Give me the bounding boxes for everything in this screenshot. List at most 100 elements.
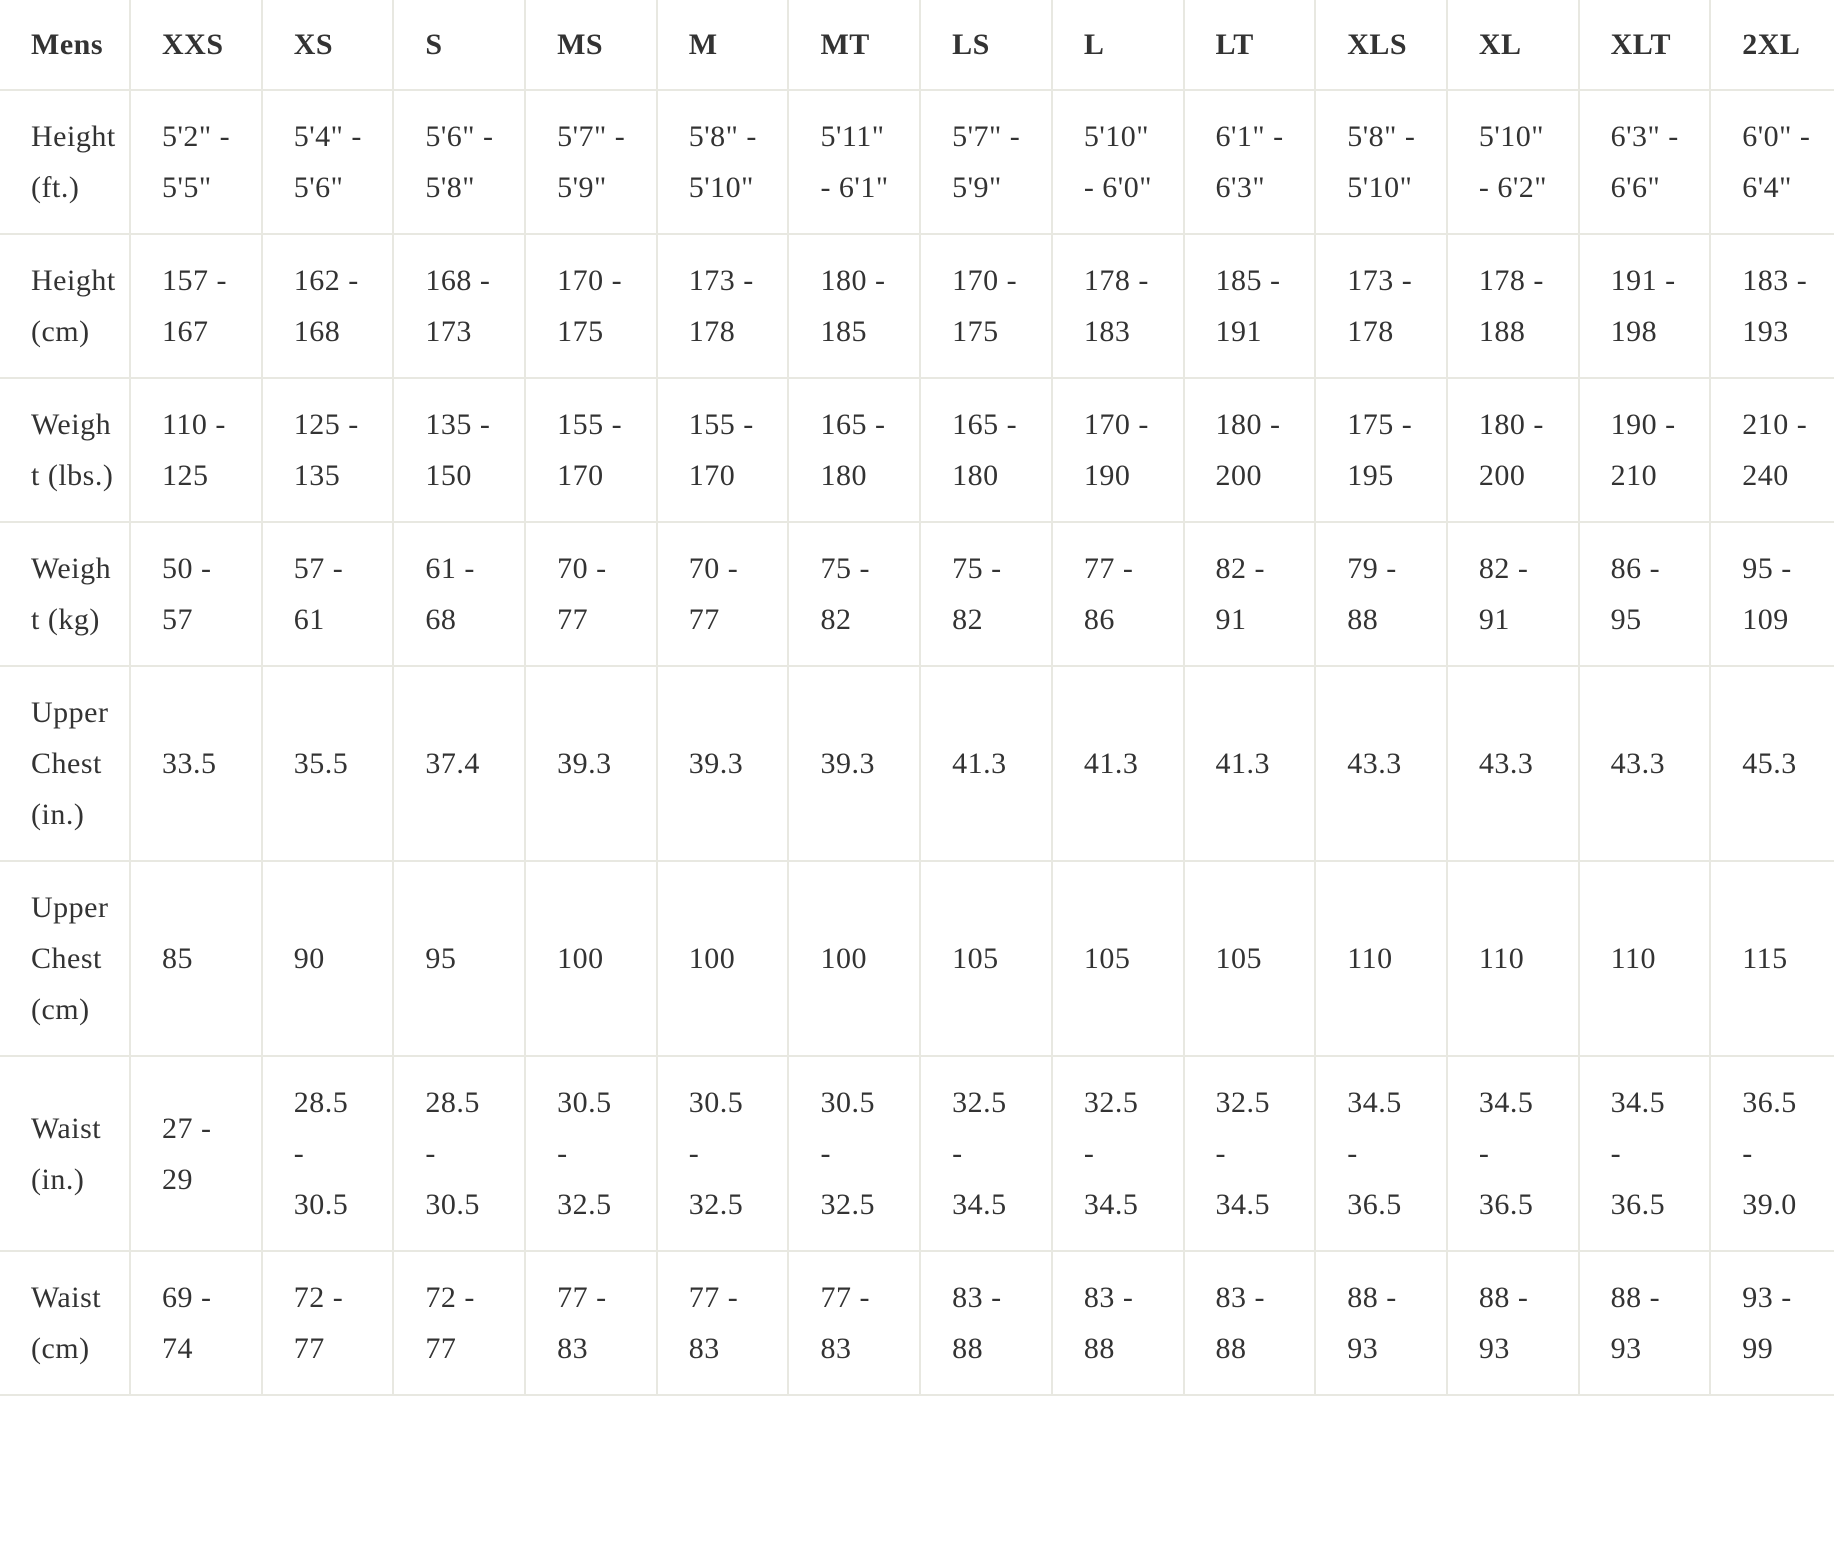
table-cell: 34.5 - 36.5 bbox=[1577, 1055, 1712, 1252]
table-cell: 88 - 93 bbox=[1577, 1250, 1712, 1396]
table-cell: 5'7" - 5'9" bbox=[524, 89, 658, 235]
table-cell: 105 bbox=[1050, 860, 1185, 1057]
size-header: XLT bbox=[1577, 0, 1712, 91]
table-cell: 77 - 83 bbox=[787, 1250, 922, 1396]
table-cell: 93 - 99 bbox=[1709, 1250, 1834, 1396]
table-cell: 39.3 bbox=[787, 665, 922, 862]
table-cell: 32.5 - 34.5 bbox=[1050, 1055, 1185, 1252]
table-cell: 5'4" - 5'6" bbox=[260, 89, 395, 235]
table-cell: 79 - 88 bbox=[1314, 521, 1448, 667]
table-cell: 70 - 77 bbox=[655, 521, 790, 667]
table-cell: 28.5 - 30.5 bbox=[260, 1055, 395, 1252]
table-cell: 105 bbox=[1182, 860, 1317, 1057]
table-row: Waist (in.) 27 - 29 28.5 - 30.5 28.5 - 30.5… bbox=[0, 1055, 1834, 1252]
table-cell: 30.5 - 32.5 bbox=[524, 1055, 658, 1252]
table-cell: 43.3 bbox=[1577, 665, 1712, 862]
table-cell: 72 - 77 bbox=[260, 1250, 395, 1396]
size-header: MT bbox=[787, 0, 922, 91]
table-row: Height (ft.) 5'2" - 5'5" 5'4" - 5'6" 5'6" -… bbox=[0, 89, 1834, 235]
table-row: Height (cm) 157 - 167 162 - 168 168 - 173 17… bbox=[0, 233, 1834, 379]
table-cell: 110 - 125 bbox=[129, 377, 263, 523]
size-chart-table: Mens XXS XS S MS M MT LS L LT XLS XL XLT 2XL Height (f… bbox=[0, 0, 1834, 1396]
table-cell: 178 - 188 bbox=[1445, 233, 1580, 379]
table-cell: 175 - 195 bbox=[1314, 377, 1448, 523]
table-cell: 50 - 57 bbox=[129, 521, 263, 667]
table-cell: 77 - 83 bbox=[524, 1250, 658, 1396]
table-cell: 115 bbox=[1709, 860, 1834, 1057]
table-cell: 30.5 - 32.5 bbox=[787, 1055, 922, 1252]
table-cell: 155 - 170 bbox=[655, 377, 790, 523]
table-cell: 57 - 61 bbox=[260, 521, 395, 667]
table-cell: 32.5 - 34.5 bbox=[1182, 1055, 1317, 1252]
table-cell: 5'8" - 5'10" bbox=[1314, 89, 1448, 235]
size-header: LT bbox=[1182, 0, 1317, 91]
table-cell: 125 - 135 bbox=[260, 377, 395, 523]
table-cell: 35.5 bbox=[260, 665, 395, 862]
table-cell: 100 bbox=[655, 860, 790, 1057]
table-cell: 32.5 - 34.5 bbox=[919, 1055, 1053, 1252]
table-cell: 5'11" - 6'1" bbox=[787, 89, 922, 235]
table-cell: 82 - 91 bbox=[1445, 521, 1580, 667]
table-cell: 83 - 88 bbox=[1182, 1250, 1317, 1396]
size-header: XL bbox=[1445, 0, 1580, 91]
table-cell: 5'6" - 5'8" bbox=[392, 89, 527, 235]
table-cell: 41.3 bbox=[919, 665, 1053, 862]
row-label: Upper Chest (cm) bbox=[0, 860, 131, 1057]
row-label: Upper Chest (in.) bbox=[0, 665, 131, 862]
table-cell: 5'2" - 5'5" bbox=[129, 89, 263, 235]
size-header: XLS bbox=[1314, 0, 1448, 91]
table-cell: 30.5 - 32.5 bbox=[655, 1055, 790, 1252]
table-cell: 88 - 93 bbox=[1314, 1250, 1448, 1396]
table-cell: 27 - 29 bbox=[129, 1055, 263, 1252]
table-cell: 61 - 68 bbox=[392, 521, 527, 667]
table-cell: 168 - 173 bbox=[392, 233, 527, 379]
table-cell: 178 - 183 bbox=[1050, 233, 1185, 379]
table-cell: 82 - 91 bbox=[1182, 521, 1317, 667]
table-cell: 85 bbox=[129, 860, 263, 1057]
table-cell: 170 - 175 bbox=[919, 233, 1053, 379]
table-cell: 45.3 bbox=[1709, 665, 1834, 862]
table-cell: 43.3 bbox=[1314, 665, 1448, 862]
size-header: S bbox=[392, 0, 527, 91]
table-cell: 110 bbox=[1314, 860, 1448, 1057]
table-cell: 100 bbox=[787, 860, 922, 1057]
table-cell: 83 - 88 bbox=[919, 1250, 1053, 1396]
table-cell: 180 - 185 bbox=[787, 233, 922, 379]
table-cell: 157 - 167 bbox=[129, 233, 263, 379]
table-cell: 185 - 191 bbox=[1182, 233, 1317, 379]
table-cell: 95 - 109 bbox=[1709, 521, 1834, 667]
table-cell: 155 - 170 bbox=[524, 377, 658, 523]
row-label: Weight (kg) bbox=[0, 521, 131, 667]
table-cell: 162 - 168 bbox=[260, 233, 395, 379]
table-cell: 180 - 200 bbox=[1445, 377, 1580, 523]
table-cell: 43.3 bbox=[1445, 665, 1580, 862]
row-label: Weight (lbs.) bbox=[0, 377, 131, 523]
table-cell: 191 - 198 bbox=[1577, 233, 1712, 379]
table-cell: 75 - 82 bbox=[919, 521, 1053, 667]
table-cell: 41.3 bbox=[1050, 665, 1185, 862]
row-label: Waist (in.) bbox=[0, 1055, 131, 1252]
size-header: LS bbox=[919, 0, 1053, 91]
table-cell: 5'7" - 5'9" bbox=[919, 89, 1053, 235]
size-header: XS bbox=[260, 0, 395, 91]
size-header: L bbox=[1050, 0, 1185, 91]
table-cell: 34.5 - 36.5 bbox=[1445, 1055, 1580, 1252]
table-cell: 165 - 180 bbox=[787, 377, 922, 523]
table-cell: 110 bbox=[1577, 860, 1712, 1057]
table-cell: 41.3 bbox=[1182, 665, 1317, 862]
table-row: Weight (lbs.) 110 - 125 125 - 135 135 - 150… bbox=[0, 377, 1834, 523]
table-cell: 77 - 83 bbox=[655, 1250, 790, 1396]
size-header: MS bbox=[524, 0, 658, 91]
table-cell: 190 - 210 bbox=[1577, 377, 1712, 523]
table-cell: 135 - 150 bbox=[392, 377, 527, 523]
table-cell: 37.4 bbox=[392, 665, 527, 862]
table-cell: 183 - 193 bbox=[1709, 233, 1834, 379]
table-row: Weight (kg) 50 - 57 57 - 61 61 - 68 70 - 77 7… bbox=[0, 521, 1834, 667]
table-cell: 5'10" - 6'0" bbox=[1050, 89, 1185, 235]
table-cell: 105 bbox=[919, 860, 1053, 1057]
table-cell: 90 bbox=[260, 860, 395, 1057]
row-label: Waist (cm) bbox=[0, 1250, 131, 1396]
table-cell: 173 - 178 bbox=[1314, 233, 1448, 379]
table-cell: 75 - 82 bbox=[787, 521, 922, 667]
table-title-header: Mens bbox=[0, 0, 131, 91]
